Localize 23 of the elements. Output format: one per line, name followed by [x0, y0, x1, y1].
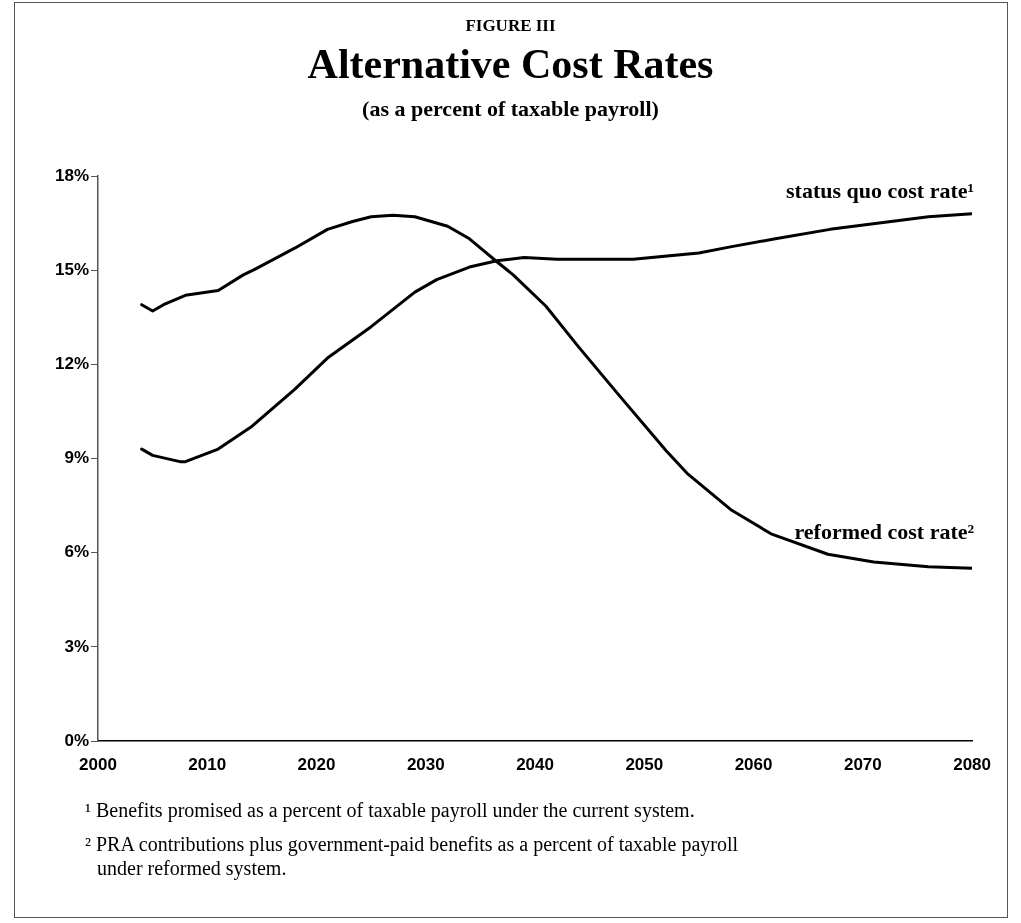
x-tick-label: 2040	[516, 754, 554, 774]
x-tick-label: 2050	[625, 754, 664, 774]
y-tick-label: 9%	[64, 448, 89, 468]
y-tick-label: 15%	[54, 259, 89, 279]
y-tick-label: 6%	[64, 542, 89, 562]
chart-title: Alternative Cost Rates	[306, 40, 715, 88]
y-tick-label: 12%	[54, 354, 89, 374]
x-tick-label: 2070	[843, 754, 882, 774]
text: ² PRA contributions plus government-paid benefits as a percent of taxable payroll under reformed system.	[85, 832, 740, 880]
x-tick-label: 2000	[79, 754, 117, 774]
y-tick-label: 3%	[64, 636, 89, 656]
x-tick-label: 2010	[188, 754, 227, 774]
chart-subtitle: (as a percent of taxable payroll)	[361, 96, 660, 122]
x-tick-label: 2030	[406, 754, 445, 774]
x-tick-label: 2020	[297, 754, 336, 774]
y-tick-label: 18%	[54, 165, 89, 185]
text: FIGURE III	[464, 16, 557, 36]
series-label: status quo cost rate¹	[786, 178, 975, 204]
x-tick-label: 2080	[953, 754, 991, 774]
x-tick-label: 2060	[734, 754, 773, 774]
text: ¹ Benefits promised as a percent of taxable payroll under the current system.	[85, 798, 696, 822]
series-label: reformed cost rate²	[794, 518, 975, 544]
y-tick-label: 0%	[64, 730, 89, 750]
